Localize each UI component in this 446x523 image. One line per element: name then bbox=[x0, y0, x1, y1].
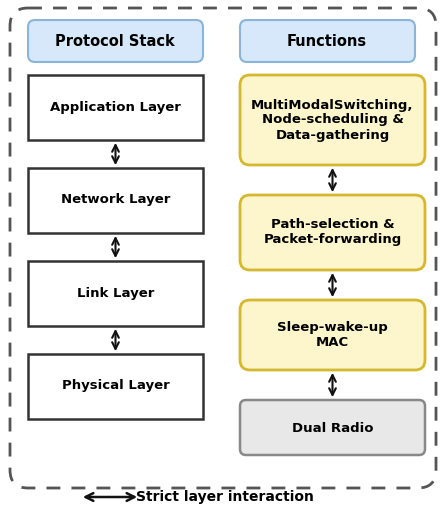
Bar bbox=[28, 75, 203, 140]
FancyBboxPatch shape bbox=[240, 75, 425, 165]
Text: Link Layer: Link Layer bbox=[77, 287, 154, 300]
Bar bbox=[28, 261, 203, 326]
Text: Path-selection &
Packet-forwarding: Path-selection & Packet-forwarding bbox=[264, 218, 402, 246]
Bar bbox=[28, 354, 203, 419]
FancyBboxPatch shape bbox=[28, 20, 203, 62]
Text: Sleep-wake-up
MAC: Sleep-wake-up MAC bbox=[277, 321, 388, 349]
Bar bbox=[28, 168, 203, 233]
Text: Physical Layer: Physical Layer bbox=[62, 380, 169, 392]
Text: Protocol Stack: Protocol Stack bbox=[55, 33, 175, 49]
Text: Network Layer: Network Layer bbox=[61, 194, 170, 207]
FancyBboxPatch shape bbox=[240, 20, 415, 62]
FancyBboxPatch shape bbox=[240, 300, 425, 370]
Text: Functions: Functions bbox=[287, 33, 367, 49]
FancyBboxPatch shape bbox=[240, 195, 425, 270]
Text: Strict layer interaction: Strict layer interaction bbox=[136, 490, 314, 504]
Text: Application Layer: Application Layer bbox=[50, 100, 181, 113]
Text: Dual Radio: Dual Radio bbox=[292, 422, 373, 435]
FancyBboxPatch shape bbox=[240, 400, 425, 455]
Text: MultiModalSwitching,
Node-scheduling &
Data-gathering: MultiModalSwitching, Node-scheduling & D… bbox=[251, 98, 414, 142]
